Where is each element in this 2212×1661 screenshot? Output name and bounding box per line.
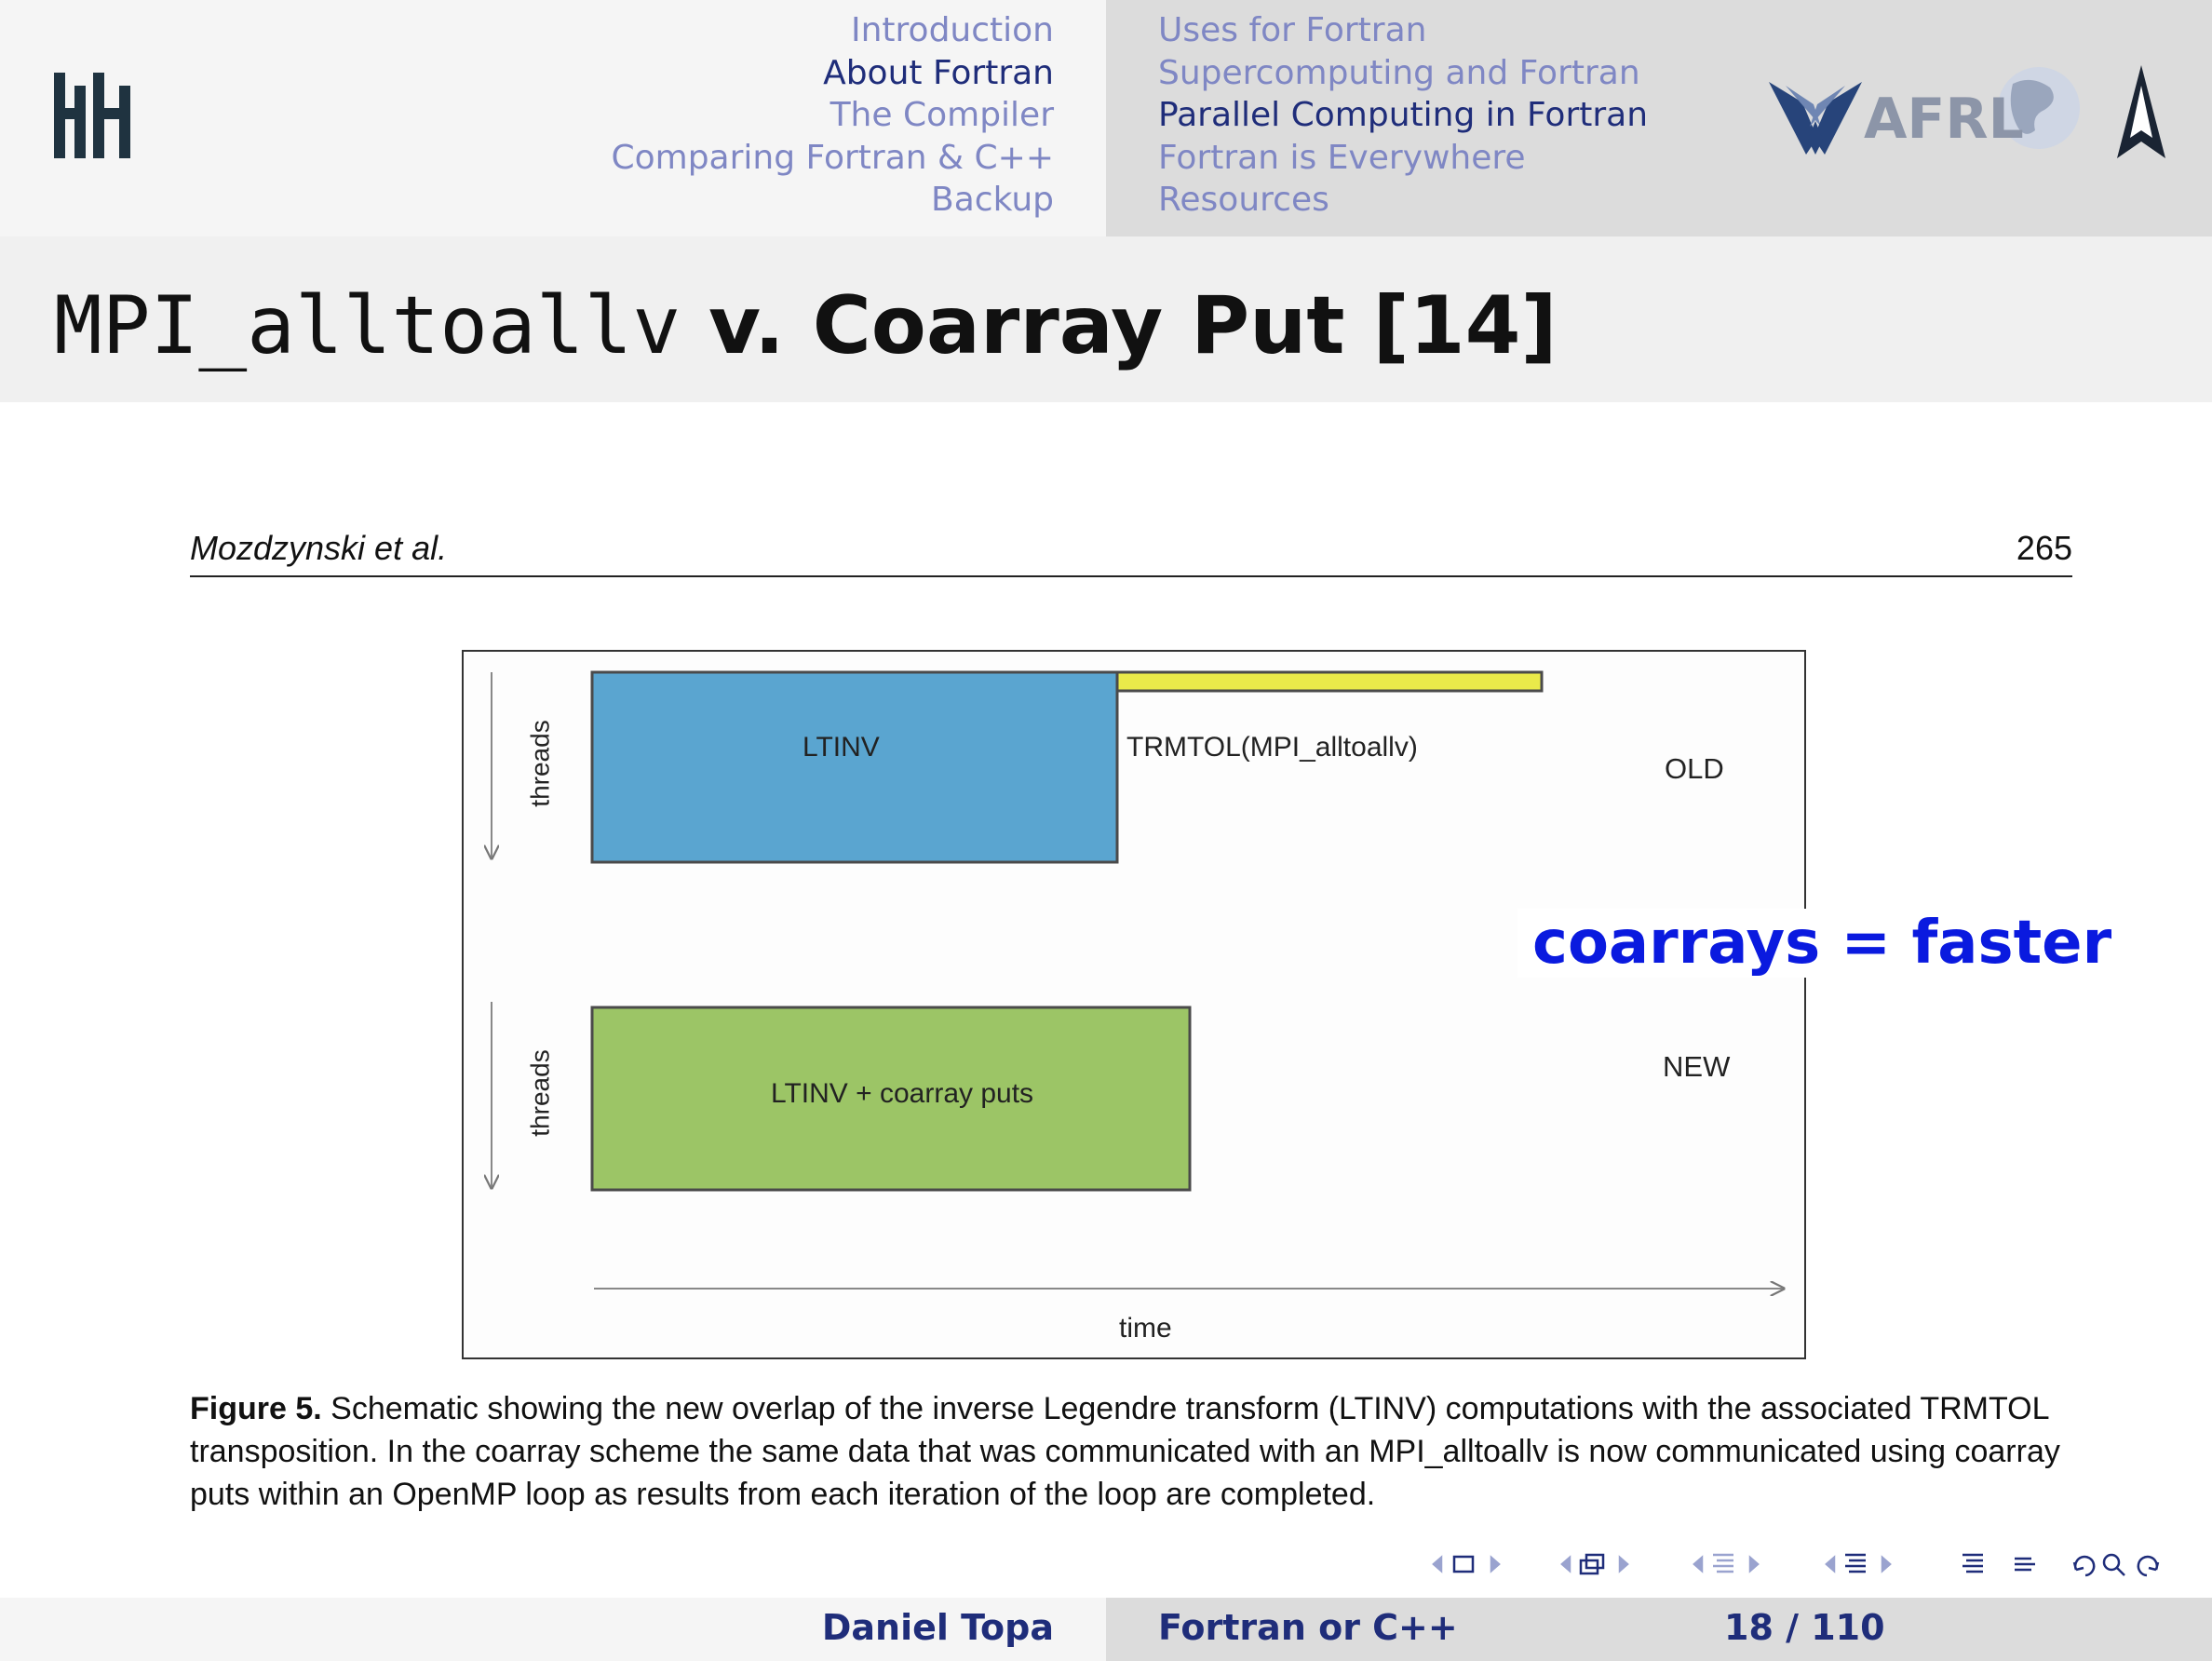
nav-subsection-next-icon (1618, 1555, 1629, 1573)
beamer-navigation-controls (1432, 1553, 2160, 1577)
trmtol-comm-bar (1115, 670, 1544, 693)
footer-left-panel (0, 1598, 1106, 1661)
time-label: time (1119, 1313, 1172, 1344)
nav-item-uses-for-fortran[interactable]: Uses for Fortran (1158, 11, 1427, 49)
forward-icon[interactable] (2137, 1555, 2160, 1577)
trmtol-label: TRMTOL(MPI_alltoallv) (1126, 732, 1418, 763)
nav-frame-next-icon (1490, 1555, 1501, 1573)
paper-page-number: 265 (2016, 529, 2072, 567)
nav-section-control[interactable] (1693, 1553, 1760, 1573)
nav-frame-control[interactable] (1432, 1555, 1501, 1573)
nav-frame-prev-icon (1432, 1555, 1443, 1573)
slide-footer: Daniel Topa Fortran or C++ 18 / 110 (0, 1598, 2212, 1661)
coarrays-faster-callout: coarrays = faster (1517, 909, 2127, 978)
nav-item-the-compiler[interactable]: The Compiler (830, 96, 1054, 134)
footer-right-panel (1106, 1598, 2212, 1661)
nav-section-next-icon (1748, 1555, 1760, 1573)
old-tag: OLD (1665, 752, 1724, 785)
back-icon[interactable] (2072, 1555, 2096, 1577)
frame-icon (1452, 1555, 1475, 1573)
search-icon[interactable] (2102, 1553, 2121, 1572)
svg-text:AFRL: AFRL (1864, 87, 2024, 152)
nav-doc-next-icon (1881, 1555, 1892, 1573)
caption-label: Figure 5. (190, 1391, 322, 1426)
caption-text: Schematic showing the new overlap of the… (190, 1391, 2060, 1512)
nav-item-resources[interactable]: Resources (1158, 181, 1329, 219)
nav-subsection-prev-icon (1560, 1555, 1571, 1573)
section-icon (1713, 1553, 1733, 1573)
toc-icon[interactable] (1962, 1553, 1983, 1573)
slide-title-text: v. Coarray Put [14] (681, 279, 1558, 372)
nav-item-introduction[interactable]: Introduction (850, 11, 1054, 49)
nav-document-control[interactable] (1825, 1553, 1892, 1573)
nav-item-comparing-fortran-cpp[interactable]: Comparing Fortran & C++ (611, 138, 1054, 177)
footer-page-number: 18 / 110 (1724, 1607, 1885, 1648)
document-icon (1845, 1553, 1866, 1573)
nav-item-supercomputing[interactable]: Supercomputing and Fortran (1158, 53, 1640, 92)
nav-item-fortran-everywhere[interactable]: Fortran is Everywhere (1158, 138, 1526, 177)
title-bar (0, 236, 2212, 402)
threads-label-bottom: threads (525, 1049, 555, 1137)
nav-subsection-control[interactable] (1560, 1553, 1629, 1575)
nav-item-backup[interactable]: Backup (931, 181, 1054, 219)
ltinv-coarray-label: LTINV + coarray puts (771, 1078, 1034, 1109)
ltinv-label: LTINV (803, 732, 880, 763)
footer-author: Daniel Topa (821, 1607, 1054, 1648)
nav-doc-prev-icon (1825, 1555, 1836, 1573)
threads-label-top: threads (525, 720, 555, 807)
paper-running-header: Mozdzynski et al. 265 (190, 527, 2072, 577)
figure-caption: Figure 5. Schematic showing the new over… (190, 1387, 2080, 1516)
ltinv-block-old (590, 670, 1119, 864)
section-nav-left: Introduction About Fortran The Compiler … (611, 9, 1054, 222)
appendix-icon[interactable] (2015, 1557, 2035, 1572)
new-tag: NEW (1663, 1050, 1731, 1083)
figure-drawing (464, 670, 1804, 1357)
slide-title-code: MPI_alltoallv (54, 279, 681, 372)
header-left-panel (0, 0, 1106, 236)
subsection-nav-right: Uses for Fortran Supercomputing and Fort… (1158, 9, 1648, 222)
nav-item-parallel-computing[interactable]: Parallel Computing in Fortran (1158, 96, 1649, 134)
ltinv-coarray-block-new (590, 1006, 1192, 1192)
paper-author: Mozdzynski et al. (190, 529, 448, 567)
footer-talk-title: Fortran or C++ (1158, 1607, 1458, 1648)
figure-schematic: threads threads LTINV TRMTOL(MPI_alltoal… (462, 650, 1806, 1359)
hh-logo-icon (54, 73, 130, 158)
afrl-logo-icon: AFRL (1769, 65, 2165, 158)
slide-header: Introduction About Fortran The Compiler … (0, 0, 2212, 236)
nav-section-prev-icon (1693, 1555, 1704, 1573)
nav-item-about-fortran[interactable]: About Fortran (823, 53, 1054, 92)
slide-title: MPI_alltoallv v. Coarray Put [14] (54, 279, 1558, 372)
